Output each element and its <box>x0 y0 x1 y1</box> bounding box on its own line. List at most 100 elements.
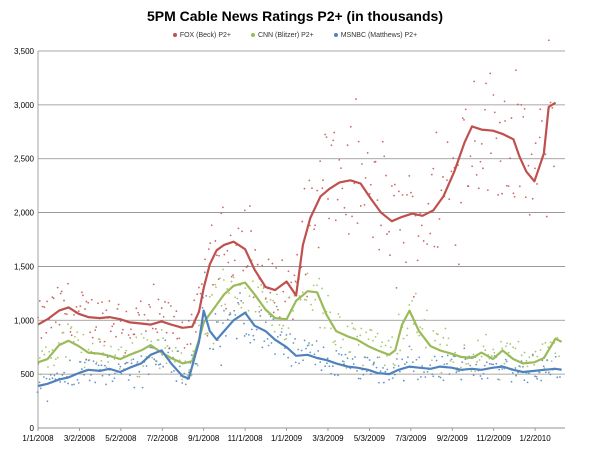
scatter-point <box>370 329 373 332</box>
scatter-point <box>550 360 553 362</box>
scatter-point <box>454 244 457 246</box>
scatter-point <box>421 365 424 367</box>
scatter-point <box>290 365 293 367</box>
scatter-point <box>152 283 155 286</box>
scatter-point <box>372 363 375 366</box>
scatter-point <box>280 327 283 330</box>
scatter-point <box>259 315 262 317</box>
scatter-point <box>402 241 405 244</box>
scatter-point <box>328 365 331 368</box>
scatter-point <box>325 136 328 139</box>
scatter-point <box>281 259 284 262</box>
scatter-point <box>356 369 358 372</box>
scatter-point <box>434 339 436 342</box>
scatter-point <box>475 363 478 366</box>
scatter-point <box>322 312 325 315</box>
scatter-point <box>194 362 197 365</box>
scatter-point <box>341 360 344 363</box>
scatter-point <box>520 103 523 106</box>
scatter-point <box>81 291 83 294</box>
scatter-point <box>285 334 288 336</box>
scatter-point <box>68 359 71 362</box>
scatter-point <box>483 364 486 367</box>
chart-title: 5PM Cable News Ratings P2+ (in thousands… <box>146 8 443 24</box>
scatter-point <box>243 209 246 212</box>
scatter-point <box>230 275 233 278</box>
legend-label-fox: FOX (Beck) P2+ <box>179 32 231 39</box>
scatter-point <box>70 326 73 328</box>
scatter-point <box>311 344 314 346</box>
scatter-point <box>327 198 329 200</box>
scatter-point <box>164 347 167 349</box>
scatter-point <box>401 194 404 196</box>
scatter-point <box>75 306 78 308</box>
scatter-point <box>217 278 220 281</box>
scatter-point <box>147 373 150 376</box>
x-axis-tick-labels: 1/1/2008 3/2/2008 5/2/2008 7/2/2008 9/1/2008… <box>22 428 551 443</box>
scatter-point <box>513 195 516 198</box>
scatter-point <box>214 283 217 286</box>
scatter-point <box>249 341 252 344</box>
scatter-point <box>384 370 387 373</box>
scatter-point <box>549 373 552 376</box>
scatter-point <box>119 365 122 368</box>
scatter-point <box>354 356 356 358</box>
scatter-point <box>492 363 495 366</box>
scatter-point <box>338 316 341 318</box>
scatter-point <box>294 361 297 364</box>
scatter-point <box>426 243 429 246</box>
scatter-point <box>56 356 59 359</box>
scatter-point <box>497 378 499 381</box>
scatter-point <box>503 100 506 103</box>
scatter-point <box>140 355 143 358</box>
scatter-point <box>416 259 419 262</box>
scatter-point <box>199 292 202 295</box>
scatter-point <box>150 340 153 343</box>
scatter-point <box>534 167 536 170</box>
scatter-point <box>523 351 526 354</box>
scatter-point <box>158 313 161 315</box>
scatter-point <box>368 359 371 361</box>
scatter-point <box>357 344 360 346</box>
scatter-point <box>465 363 468 365</box>
scatter-point <box>113 377 116 380</box>
scatter-point <box>378 381 380 384</box>
scatter-point <box>327 294 329 297</box>
scatter-point <box>108 300 111 302</box>
scatter-point <box>53 374 56 377</box>
scatter-point <box>225 307 227 310</box>
scatter-point <box>205 294 208 297</box>
scatter-point <box>173 315 175 318</box>
scatter-point <box>133 333 136 336</box>
scatter-point <box>239 292 241 294</box>
scatter-point <box>54 321 57 324</box>
scatter-point <box>446 179 448 182</box>
scatter-point <box>261 290 264 293</box>
scatter-point <box>411 361 414 364</box>
scatter-point <box>436 333 439 336</box>
scatter-point <box>539 108 542 111</box>
scatter-point <box>132 358 135 361</box>
scatter-point <box>138 370 141 373</box>
scatter-point <box>433 245 436 248</box>
scatter-point <box>399 349 402 352</box>
scatter-point <box>160 307 163 309</box>
scatter-point <box>264 321 267 324</box>
scatter-point <box>354 328 356 331</box>
scatter-point <box>547 346 550 349</box>
scatter-point <box>183 372 186 375</box>
scatter-point <box>551 106 554 109</box>
scatter-point <box>470 370 473 372</box>
scatter-point <box>40 337 43 339</box>
scatter-point <box>433 355 436 358</box>
scatter-point <box>53 364 55 367</box>
scatter-point <box>411 195 414 198</box>
scatter-point <box>137 311 140 314</box>
scatter-point <box>457 263 460 266</box>
scatter-point <box>167 301 170 304</box>
scatter-point <box>156 331 159 334</box>
scatter-point <box>342 338 344 341</box>
scatter-point <box>429 232 432 235</box>
scatter-point <box>130 362 133 365</box>
scatter-point <box>247 333 250 336</box>
